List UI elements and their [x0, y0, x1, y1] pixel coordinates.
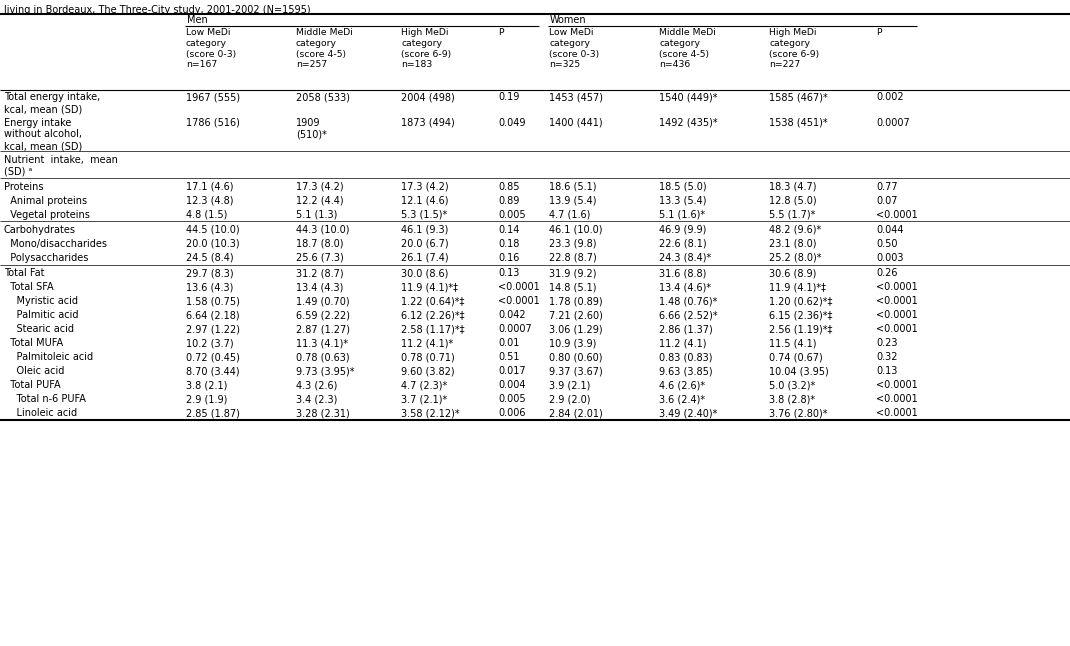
Text: <0.0001: <0.0001 — [876, 282, 918, 293]
Text: 12.2 (4.4): 12.2 (4.4) — [296, 196, 343, 205]
Text: <0.0001: <0.0001 — [498, 282, 539, 293]
Text: Carbohydrates: Carbohydrates — [4, 225, 76, 235]
Text: 17.3 (4.2): 17.3 (4.2) — [401, 182, 448, 191]
Text: 1.48 (0.76)*: 1.48 (0.76)* — [659, 297, 717, 306]
Text: 2.85 (1.87): 2.85 (1.87) — [186, 408, 240, 419]
Text: 0.0007: 0.0007 — [876, 118, 910, 127]
Text: Men: Men — [187, 15, 208, 25]
Text: 0.18: 0.18 — [498, 239, 519, 249]
Text: 44.5 (10.0): 44.5 (10.0) — [186, 225, 240, 235]
Text: Nutrient  intake,  mean
(SD) ᵃ: Nutrient intake, mean (SD) ᵃ — [4, 155, 118, 177]
Text: 20.0 (6.7): 20.0 (6.7) — [401, 239, 448, 249]
Text: 0.19: 0.19 — [498, 92, 519, 103]
Text: 2004 (498): 2004 (498) — [401, 92, 455, 103]
Text: 22.6 (8.1): 22.6 (8.1) — [659, 239, 706, 249]
Text: Proteins: Proteins — [4, 182, 44, 191]
Text: Total SFA: Total SFA — [4, 282, 54, 293]
Text: 8.70 (3.44): 8.70 (3.44) — [186, 366, 240, 377]
Text: 23.3 (9.8): 23.3 (9.8) — [549, 239, 596, 249]
Text: 3.7 (2.1)*: 3.7 (2.1)* — [401, 395, 447, 404]
Text: 0.78 (0.71): 0.78 (0.71) — [401, 353, 455, 362]
Text: <0.0001: <0.0001 — [498, 297, 539, 306]
Text: 13.4 (4.3): 13.4 (4.3) — [296, 282, 343, 293]
Text: Total energy intake,
kcal, mean (SD): Total energy intake, kcal, mean (SD) — [4, 92, 101, 114]
Text: 17.1 (4.6): 17.1 (4.6) — [186, 182, 233, 191]
Text: 0.50: 0.50 — [876, 239, 898, 249]
Text: 4.7 (2.3)*: 4.7 (2.3)* — [401, 380, 447, 390]
Text: 7.21 (2.60): 7.21 (2.60) — [549, 311, 602, 320]
Text: Energy intake
without alcohol,
kcal, mean (SD): Energy intake without alcohol, kcal, mea… — [4, 118, 82, 152]
Text: 0.51: 0.51 — [498, 353, 520, 362]
Text: Oleic acid: Oleic acid — [4, 366, 64, 377]
Text: 48.2 (9.6)*: 48.2 (9.6)* — [769, 225, 822, 235]
Text: 12.3 (4.8): 12.3 (4.8) — [186, 196, 233, 205]
Text: 10.9 (3.9): 10.9 (3.9) — [549, 339, 596, 348]
Text: 0.32: 0.32 — [876, 353, 898, 362]
Text: 4.6 (2.6)*: 4.6 (2.6)* — [659, 380, 705, 390]
Text: 4.8 (1.5): 4.8 (1.5) — [186, 209, 228, 220]
Text: 1453 (457): 1453 (457) — [549, 92, 603, 103]
Text: 1909
(510)*: 1909 (510)* — [296, 118, 326, 140]
Text: 13.3 (5.4): 13.3 (5.4) — [659, 196, 706, 205]
Text: Myristic acid: Myristic acid — [4, 297, 78, 306]
Text: 25.6 (7.3): 25.6 (7.3) — [296, 253, 343, 263]
Text: 6.15 (2.36)*‡: 6.15 (2.36)*‡ — [769, 311, 832, 320]
Text: P: P — [876, 28, 882, 37]
Text: 11.2 (4.1): 11.2 (4.1) — [659, 339, 706, 348]
Text: 0.80 (0.60): 0.80 (0.60) — [549, 353, 602, 362]
Text: <0.0001: <0.0001 — [876, 380, 918, 390]
Text: 6.66 (2.52)*: 6.66 (2.52)* — [659, 311, 718, 320]
Text: 0.74 (0.67): 0.74 (0.67) — [769, 353, 823, 362]
Text: 3.49 (2.40)*: 3.49 (2.40)* — [659, 408, 717, 419]
Text: 0.16: 0.16 — [498, 253, 519, 263]
Text: 12.1 (4.6): 12.1 (4.6) — [401, 196, 448, 205]
Text: 1.58 (0.75): 1.58 (0.75) — [186, 297, 240, 306]
Text: 18.5 (5.0): 18.5 (5.0) — [659, 182, 706, 191]
Text: 26.1 (7.4): 26.1 (7.4) — [401, 253, 448, 263]
Text: 5.1 (1.6)*: 5.1 (1.6)* — [659, 209, 705, 220]
Text: <0.0001: <0.0001 — [876, 395, 918, 404]
Text: 1538 (451)*: 1538 (451)* — [769, 118, 827, 127]
Text: 0.13: 0.13 — [876, 366, 898, 377]
Text: 2.84 (2.01): 2.84 (2.01) — [549, 408, 602, 419]
Text: 5.0 (3.2)*: 5.0 (3.2)* — [769, 380, 815, 390]
Text: 46.1 (9.3): 46.1 (9.3) — [401, 225, 448, 235]
Text: Palmitic acid: Palmitic acid — [4, 311, 78, 320]
Text: 17.3 (4.2): 17.3 (4.2) — [296, 182, 343, 191]
Text: 1.78 (0.89): 1.78 (0.89) — [549, 297, 602, 306]
Text: 0.044: 0.044 — [876, 225, 903, 235]
Text: 0.004: 0.004 — [498, 380, 525, 390]
Text: 0.85: 0.85 — [498, 182, 520, 191]
Text: P: P — [498, 28, 504, 37]
Text: Low MeDi
category
(score 0-3)
n=325: Low MeDi category (score 0-3) n=325 — [549, 28, 599, 69]
Text: 4.3 (2.6): 4.3 (2.6) — [296, 380, 337, 390]
Text: <0.0001: <0.0001 — [876, 311, 918, 320]
Text: Animal proteins: Animal proteins — [4, 196, 87, 205]
Text: 1.20 (0.62)*‡: 1.20 (0.62)*‡ — [769, 297, 832, 306]
Text: 18.3 (4.7): 18.3 (4.7) — [769, 182, 816, 191]
Text: 1873 (494): 1873 (494) — [401, 118, 455, 127]
Text: 1540 (449)*: 1540 (449)* — [659, 92, 718, 103]
Text: 31.2 (8.7): 31.2 (8.7) — [296, 269, 343, 278]
Text: 0.0007: 0.0007 — [498, 324, 532, 335]
Text: 1400 (441): 1400 (441) — [549, 118, 602, 127]
Text: 0.14: 0.14 — [498, 225, 519, 235]
Text: 0.042: 0.042 — [498, 311, 525, 320]
Text: 5.5 (1.7)*: 5.5 (1.7)* — [769, 209, 815, 220]
Text: 13.9 (5.4): 13.9 (5.4) — [549, 196, 596, 205]
Text: 2.9 (2.0): 2.9 (2.0) — [549, 395, 591, 404]
Text: 11.9 (4.1)*‡: 11.9 (4.1)*‡ — [769, 282, 826, 293]
Text: 0.72 (0.45): 0.72 (0.45) — [186, 353, 240, 362]
Text: Palmitoleic acid: Palmitoleic acid — [4, 353, 93, 362]
Text: 3.9 (2.1): 3.9 (2.1) — [549, 380, 591, 390]
Text: 18.6 (5.1): 18.6 (5.1) — [549, 182, 596, 191]
Text: 30.6 (8.9): 30.6 (8.9) — [769, 269, 816, 278]
Text: 0.07: 0.07 — [876, 196, 898, 205]
Text: 2.58 (1.17)*‡: 2.58 (1.17)*‡ — [401, 324, 464, 335]
Text: 5.3 (1.5)*: 5.3 (1.5)* — [401, 209, 447, 220]
Text: 46.9 (9.9): 46.9 (9.9) — [659, 225, 706, 235]
Text: 3.76 (2.80)*: 3.76 (2.80)* — [769, 408, 827, 419]
Text: 9.37 (3.67): 9.37 (3.67) — [549, 366, 602, 377]
Text: Total PUFA: Total PUFA — [4, 380, 61, 390]
Text: living in Bordeaux, The Three-City study, 2001-2002 (N=1595): living in Bordeaux, The Three-City study… — [4, 5, 310, 15]
